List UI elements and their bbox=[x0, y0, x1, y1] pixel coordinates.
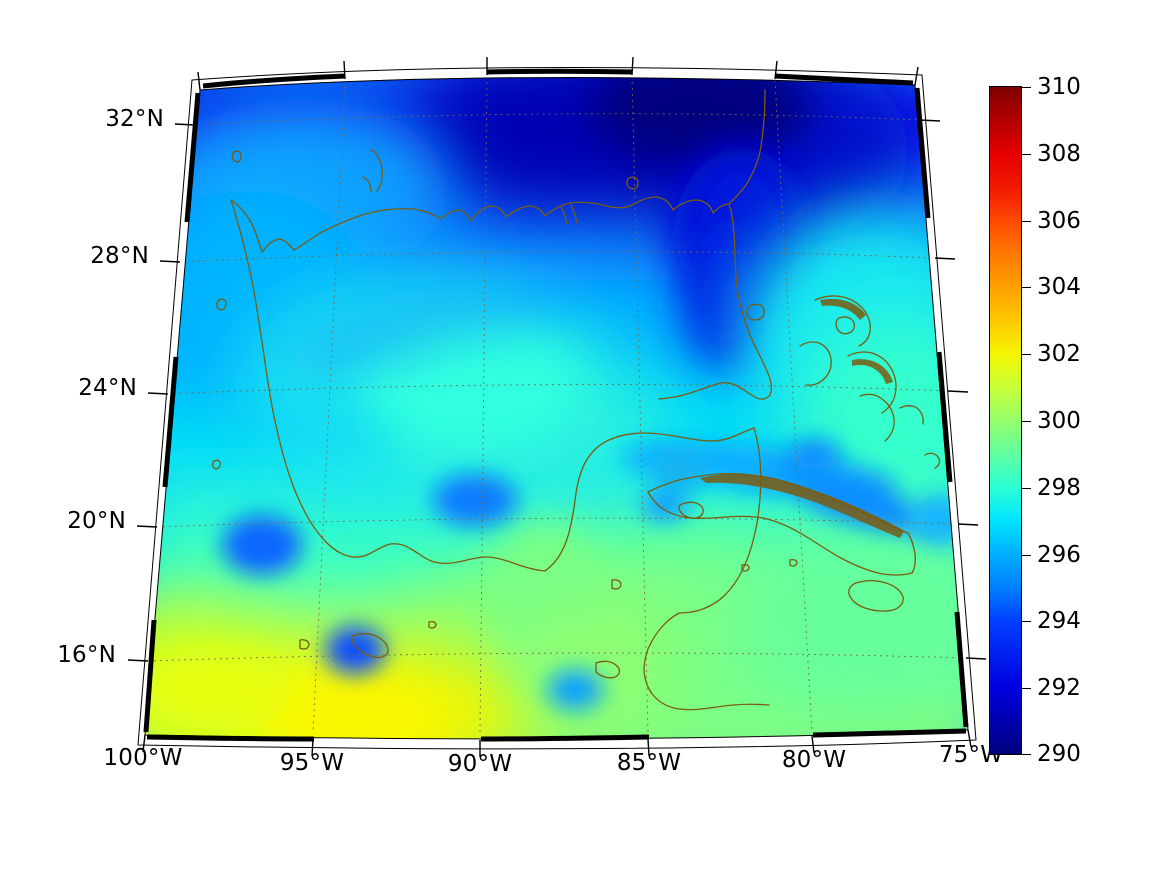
colorbar-tick-294 bbox=[1022, 621, 1031, 623]
temperature-field bbox=[145, 77, 968, 739]
lat-tick-label-16n: 16°N bbox=[57, 642, 116, 668]
lon-tick-label-80w: 80°W bbox=[781, 747, 847, 773]
colorbar-tick-290 bbox=[1022, 754, 1031, 755]
lat-tick-label-32n: 32°N bbox=[105, 106, 164, 132]
colorbar-label-304: 304 bbox=[1037, 274, 1081, 301]
colorbar-label-300: 300 bbox=[1037, 408, 1081, 434]
graticule bbox=[145, 77, 968, 736]
colorbar-label-306: 306 bbox=[1037, 207, 1081, 234]
coastlines bbox=[211, 89, 968, 711]
lon-tick-label-95w: 95°W bbox=[279, 750, 345, 776]
colorbar[interactable]: 310 308 306 304 302 300 298 296 294 292 … bbox=[989, 74, 1167, 767]
lon-tick-label-85w: 85°W bbox=[616, 750, 682, 776]
colorbar-tick-292 bbox=[1022, 688, 1031, 690]
colorbar-label-294: 294 bbox=[1037, 608, 1081, 635]
colorbar-label-292: 292 bbox=[1037, 675, 1081, 702]
colorbar-tick-308 bbox=[1022, 153, 1031, 155]
colorbar-label-308: 308 bbox=[1037, 140, 1081, 167]
lat-tick-label-28n: 28°N bbox=[90, 243, 149, 269]
colorbar-tick-298 bbox=[1022, 487, 1031, 489]
colorbar-tick-302 bbox=[1022, 354, 1031, 356]
colorbar-tick-310 bbox=[1022, 87, 1031, 88]
colorbar-gradient bbox=[989, 86, 1022, 755]
colorbar-label-298: 298 bbox=[1037, 474, 1081, 501]
map-frame bbox=[127, 56, 987, 757]
colorbar-tick-304 bbox=[1022, 287, 1031, 289]
land-fill-speckle bbox=[700, 298, 904, 538]
colorbar-label-296: 296 bbox=[1037, 541, 1081, 568]
colorbar-tick-306 bbox=[1022, 220, 1031, 222]
lat-tick-label-20n: 20°N bbox=[67, 508, 126, 534]
colorbar-tick-300 bbox=[1022, 421, 1031, 422]
lon-tick-label-90w: 90°W bbox=[447, 751, 513, 777]
colorbar-label-302: 302 bbox=[1037, 341, 1081, 368]
lat-tick-label-24n: 24°N bbox=[78, 375, 137, 401]
lon-tick-label-100w: 100°W bbox=[103, 745, 183, 771]
colorbar-label-310: 310 bbox=[1037, 74, 1081, 100]
colorbar-tick-296 bbox=[1022, 554, 1031, 556]
colorbar-label-290: 290 bbox=[1037, 741, 1081, 767]
